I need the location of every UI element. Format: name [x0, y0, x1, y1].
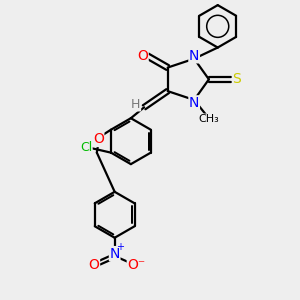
Text: CH₃: CH₃ [199, 114, 219, 124]
Text: O: O [88, 258, 100, 272]
Text: N: N [110, 247, 120, 261]
Text: N: N [189, 96, 200, 110]
Text: O: O [93, 132, 104, 146]
Text: +: + [116, 242, 124, 252]
Text: O⁻: O⁻ [127, 258, 146, 272]
Text: O: O [137, 49, 148, 63]
Text: H: H [131, 98, 141, 111]
Text: Cl: Cl [80, 141, 92, 154]
Text: N: N [189, 49, 200, 63]
Text: S: S [232, 72, 241, 86]
